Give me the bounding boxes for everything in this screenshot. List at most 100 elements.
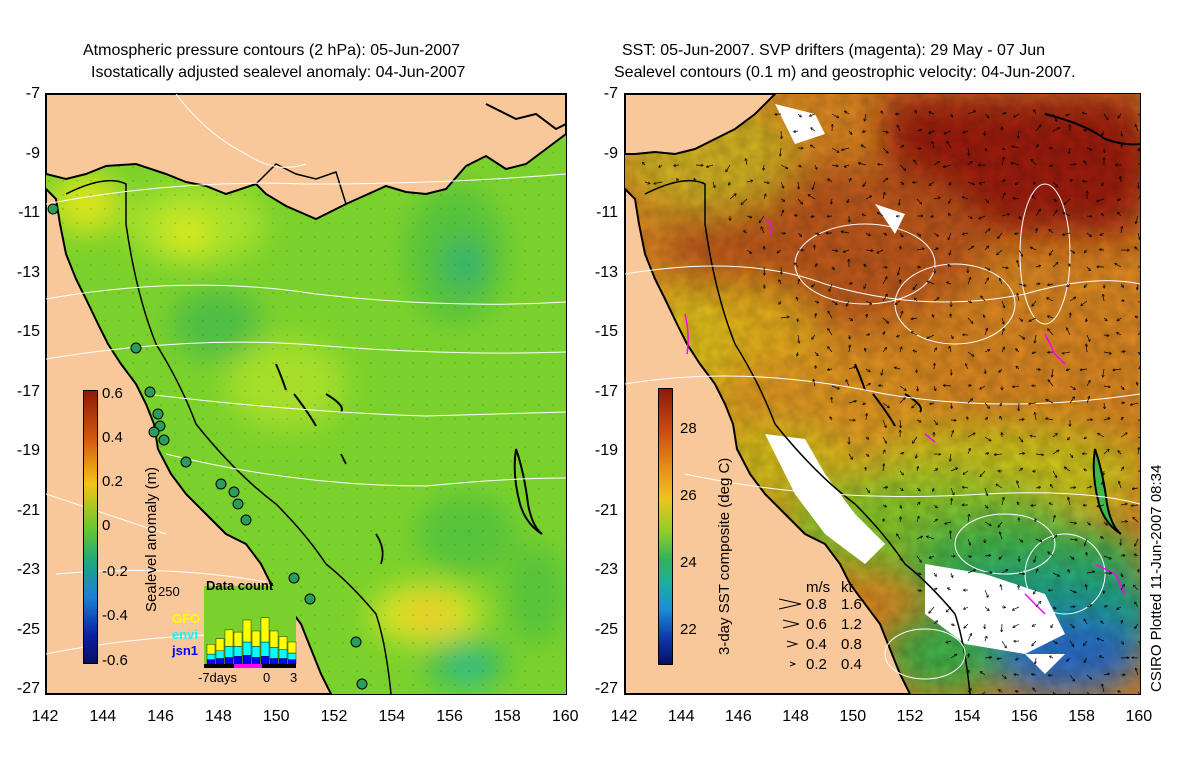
velocity-arrow <box>933 232 938 236</box>
velocity-arrow <box>932 315 934 319</box>
y-tick-label: -9 <box>25 144 40 162</box>
y-tick-label: -23 <box>594 561 618 578</box>
velocity-arrow <box>1113 369 1122 370</box>
velocity-arrow <box>915 111 917 115</box>
velocity-arrow <box>1034 110 1037 115</box>
velocity-arrow <box>1138 352 1140 354</box>
left-cbar-tick: 0.2 <box>102 473 123 490</box>
velocity-arrow <box>949 347 952 353</box>
velocity-arrow <box>1086 344 1087 353</box>
velocity-arrow <box>1001 267 1008 268</box>
velocity-arrow <box>763 182 769 183</box>
velocity-arrow <box>900 419 901 428</box>
velocity-arrow <box>999 690 1003 693</box>
velocity-arrow <box>797 297 798 302</box>
velocity-arrow <box>1069 249 1074 253</box>
velocity-arrow <box>1103 555 1111 559</box>
velocity-arrow <box>694 179 696 183</box>
velocity-arrow <box>797 232 801 236</box>
velocity-arrow <box>963 233 969 234</box>
velocity-arrow <box>967 570 975 574</box>
velocity-arrow <box>1052 181 1058 187</box>
velocity-arrow <box>916 453 917 458</box>
velocity-arrow <box>1052 470 1056 477</box>
velocity-arrow <box>1018 419 1024 420</box>
velocity-arrow <box>881 368 883 375</box>
velocity-arrow <box>1118 199 1122 200</box>
velocity-arrow <box>933 572 936 576</box>
velocity-arrow <box>643 163 646 166</box>
y-tick-label: -13 <box>16 263 40 281</box>
velocity-arrow <box>1104 402 1105 409</box>
velocity-arrow <box>996 484 1003 489</box>
velocity-arrow <box>929 606 935 613</box>
inset-bar <box>224 646 234 658</box>
velocity-arrow <box>1103 521 1107 525</box>
velocity-arrow <box>933 469 937 472</box>
velocity-arrow <box>828 347 833 353</box>
velocity-arrow <box>844 164 850 167</box>
velocity-arrow <box>828 311 833 319</box>
velocity-arrow <box>798 279 799 285</box>
velocity-arrow <box>999 555 1003 559</box>
velocity-arrow <box>948 214 952 217</box>
velocity-arrow <box>944 130 952 134</box>
velocity-arrow <box>1034 555 1037 562</box>
velocity-arrow <box>1018 453 1024 454</box>
velocity-legend-kt: 1.2 <box>841 616 862 633</box>
velocity-arrow <box>929 555 935 558</box>
velocity-arrow <box>1031 160 1037 166</box>
velocity-arrow <box>984 606 989 610</box>
velocity-arrow <box>984 572 992 573</box>
velocity-arrow <box>899 453 903 454</box>
velocity-arrow <box>1046 400 1054 404</box>
velocity-arrow <box>950 654 956 659</box>
velocity-arrow <box>934 266 935 273</box>
velocity-arrow <box>866 414 867 421</box>
velocity-arrow <box>1062 351 1071 353</box>
velocity-arrow <box>1017 502 1019 506</box>
velocity-arrow <box>1136 668 1139 676</box>
velocity-arrow <box>849 334 850 339</box>
inset-bar <box>269 630 279 648</box>
velocity-arrow <box>878 213 884 217</box>
velocity-arrow <box>1083 181 1088 182</box>
velocity-arrow <box>1084 640 1088 645</box>
y-tick-label: -25 <box>594 620 618 638</box>
velocity-arrow <box>841 232 850 233</box>
velocity-arrow <box>865 300 871 304</box>
velocity-arrow <box>980 470 986 476</box>
velocity-arrow <box>1138 147 1140 151</box>
velocity-arrow <box>1069 147 1070 153</box>
velocity-arrow <box>916 517 919 523</box>
velocity-arrow <box>1097 639 1105 642</box>
velocity-arrow <box>1016 181 1020 184</box>
left-title-line1: Atmospheric pressure contours (2 hPa): 0… <box>83 42 461 59</box>
velocity-arrow <box>967 111 975 115</box>
velocity-arrow <box>644 182 650 184</box>
velocity-arrow <box>1001 300 1004 308</box>
velocity-legend-kt: 0.4 <box>841 656 862 673</box>
right-cbar-tick: 24 <box>680 554 697 571</box>
velocity-legend-ms: 0.4 <box>806 636 827 653</box>
left-cbar-tick: -0.6 <box>102 652 128 669</box>
velocity-arrow <box>1086 674 1091 679</box>
inset-xlabel-start: -7days <box>198 670 238 685</box>
velocity-arrow <box>1018 130 1019 138</box>
velocity-arrow <box>1001 585 1002 591</box>
velocity-arrow <box>947 142 952 149</box>
velocity-arrow <box>979 182 986 184</box>
velocity-arrow <box>948 232 952 240</box>
x-tick-label: 150 <box>262 708 290 725</box>
right-cbar-tick: 22 <box>680 621 697 638</box>
velocity-arrow <box>1001 148 1005 150</box>
velocity-arrow <box>1086 605 1091 608</box>
velocity-arrow <box>759 215 765 222</box>
pressure-contours <box>46 94 566 655</box>
velocity-arrow <box>934 364 935 370</box>
x-tick-label: 148 <box>782 708 809 725</box>
velocity-arrow <box>916 198 921 204</box>
velocity-arrow <box>984 504 988 508</box>
velocity-arrow <box>963 487 969 488</box>
velocity-arrow <box>1032 674 1037 675</box>
